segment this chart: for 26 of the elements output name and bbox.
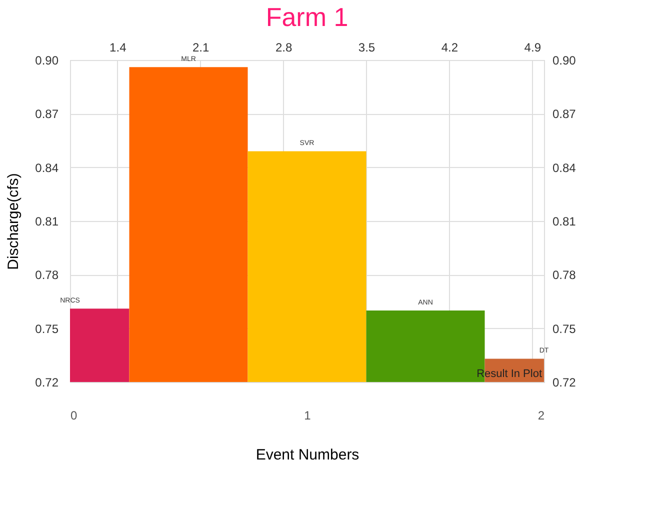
x2-tick-label: 4.9: [524, 40, 542, 54]
x2-tick-label: 2.8: [275, 40, 292, 54]
y-axis-title: Discharge(cfs): [5, 173, 22, 270]
x-tick-label: 0: [70, 408, 78, 422]
y-tick-label: 0.78: [35, 268, 59, 282]
y-tick-label: 0.90: [35, 54, 59, 68]
x-tick-label: 2: [538, 408, 545, 422]
chart-title: Farm 1: [266, 2, 348, 32]
y-tick-label: 0.81: [35, 214, 59, 228]
x-tick-label: 1: [304, 408, 312, 422]
x2-tick-label: 3.5: [358, 40, 376, 54]
y2-tick-label: 0.75: [552, 322, 576, 336]
y2-tick-label: 0.90: [552, 54, 576, 68]
x2-tick-label: 4.2: [441, 40, 458, 54]
y2-tick-label: 0.84: [552, 160, 576, 175]
y-tick-label: 0.84: [35, 160, 59, 175]
x2-tick-label: 1.4: [110, 40, 127, 54]
y2-tick-label: 0.81: [552, 214, 576, 228]
y2-tick-label: 0.72: [552, 376, 576, 390]
y-tick-label: 0.75: [35, 322, 59, 336]
y2-tick-label: 0.87: [552, 107, 576, 122]
y2-tick-label: 0.78: [552, 268, 576, 282]
x-axis-title: Event Numbers: [256, 446, 360, 464]
x2-tick-label: 2.1: [192, 40, 210, 54]
y-tick-label: 0.72: [35, 376, 59, 390]
y-tick-label: 0.87: [35, 107, 59, 122]
